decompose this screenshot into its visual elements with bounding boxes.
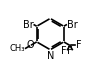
Text: CH₃: CH₃ <box>9 44 25 53</box>
Text: N: N <box>47 51 54 61</box>
Text: O: O <box>27 40 34 50</box>
Text: Br: Br <box>23 20 34 30</box>
Text: Br: Br <box>66 20 77 30</box>
Text: F: F <box>76 40 82 50</box>
Text: F: F <box>61 46 67 56</box>
Text: F: F <box>67 46 73 56</box>
